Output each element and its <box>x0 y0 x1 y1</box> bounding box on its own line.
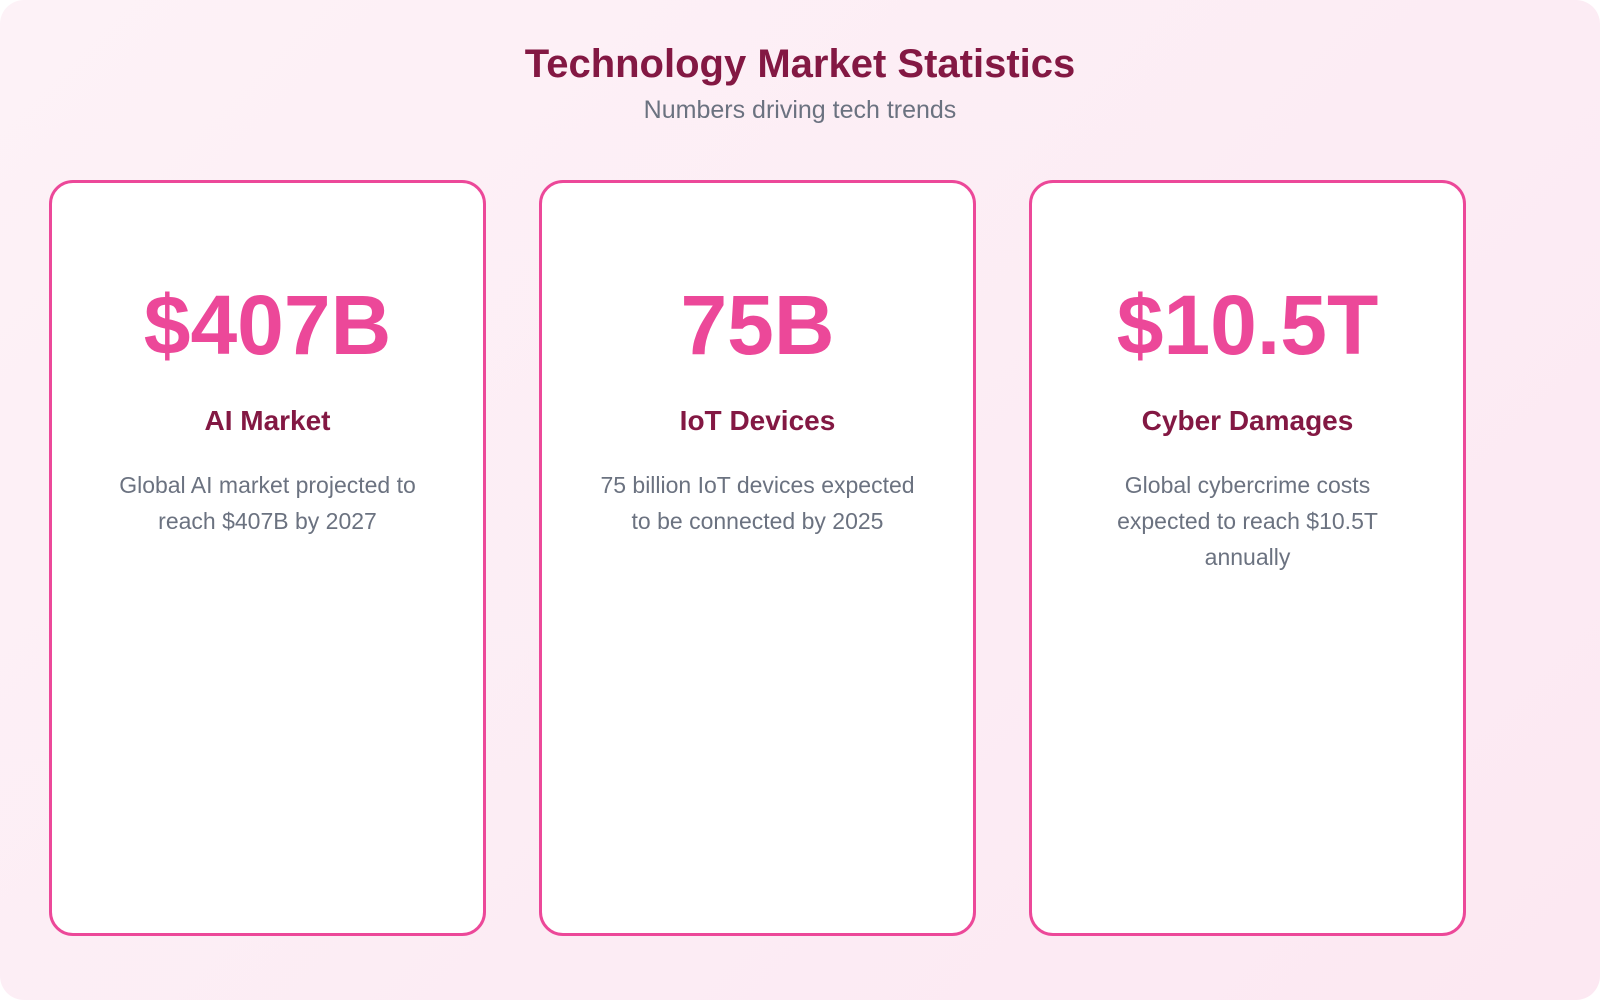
stat-description: 75 billion IoT devices expected to be co… <box>600 472 915 534</box>
stat-label: IoT Devices <box>679 405 836 436</box>
stat-description: Global AI market projected to reach $407… <box>119 472 416 534</box>
stat-value: $407B <box>143 278 392 372</box>
stat-card: $407B AI Market Global AI market project… <box>49 180 486 936</box>
stat-label: Cyber Damages <box>1141 405 1354 436</box>
stat-label: AI Market <box>204 405 331 436</box>
page-subtitle: Numbers driving tech trends <box>643 96 957 124</box>
stat-value: $10.5T <box>1116 278 1379 372</box>
stat-card: 75B IoT Devices 75 billion IoT devices e… <box>539 180 976 936</box>
stat-description: Global cybercrime costs expected to reac… <box>1117 472 1378 570</box>
page-title: Technology Market Statistics <box>524 42 1076 86</box>
stat-card: $10.5T Cyber Damages Global cybercrime c… <box>1029 180 1466 936</box>
stat-value: 75B <box>680 278 835 372</box>
